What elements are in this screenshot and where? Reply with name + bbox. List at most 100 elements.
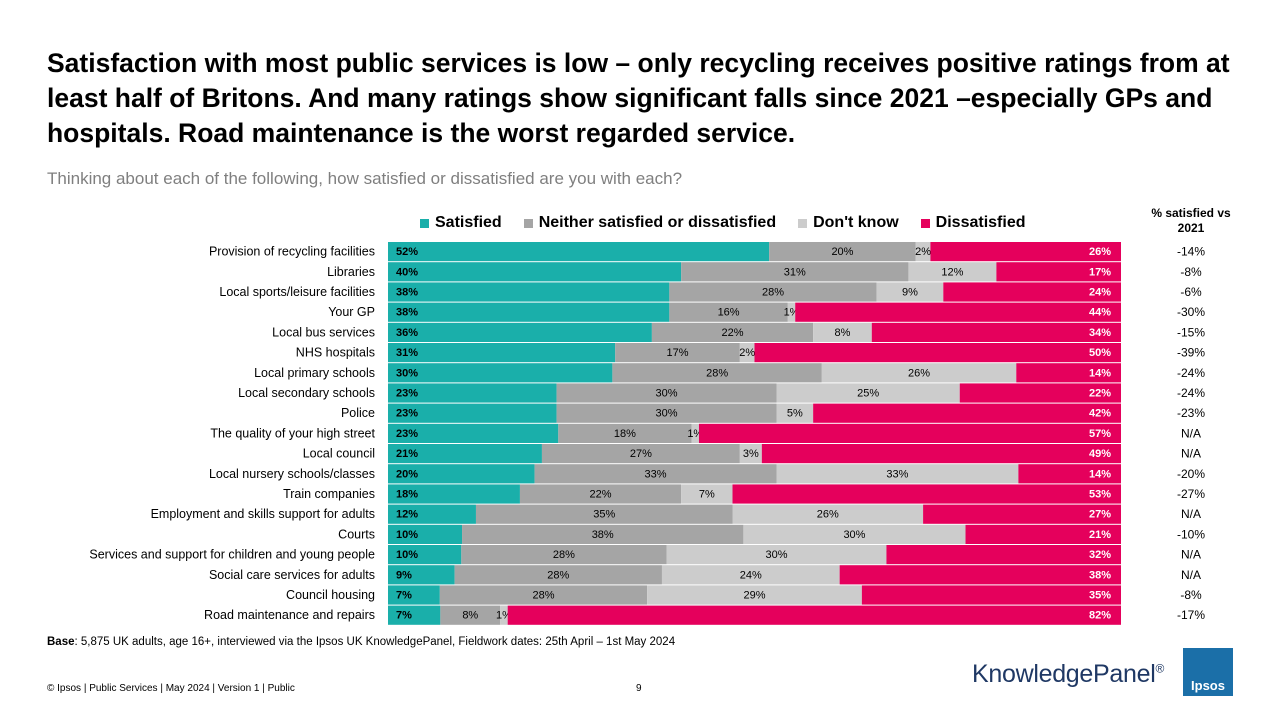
- data-label-13-2: 26%: [817, 509, 839, 521]
- bar-12-1: [519, 484, 682, 504]
- data-label-3-1: 16%: [718, 307, 740, 319]
- base-footnote: Base: 5,875 UK adults, age 16+, intervie…: [47, 636, 675, 648]
- registered-mark: ®: [1155, 661, 1164, 676]
- change-value-9: N/A: [1181, 426, 1201, 440]
- bar-9-1: [558, 423, 692, 443]
- question-subtitle: Thinking about each of the following, ho…: [47, 169, 683, 188]
- bar-16-3: [839, 565, 1121, 585]
- change-value-1: -8%: [1180, 265, 1202, 279]
- data-label-5-0: 31%: [396, 347, 418, 359]
- category-label-6: Local primary schools: [254, 366, 375, 380]
- data-label-1-0: 40%: [396, 266, 418, 278]
- change-value-18: -17%: [1177, 608, 1205, 622]
- category-label-7: Local secondary schools: [238, 386, 375, 400]
- footer-copyright: © Ipsos | Public Services | May 2024 | V…: [47, 683, 295, 694]
- bar-5-0: [388, 343, 616, 363]
- bar-14-3: [965, 524, 1121, 544]
- data-label-2-3: 24%: [1089, 287, 1111, 299]
- bar-1-2: [908, 262, 997, 282]
- bar-0-0: [388, 242, 770, 262]
- data-label-13-3: 27%: [1089, 509, 1111, 521]
- bar-5-1: [615, 343, 740, 363]
- data-label-7-2: 25%: [857, 388, 879, 400]
- data-label-1-1: 31%: [784, 266, 806, 278]
- legend-swatch-0: [420, 218, 429, 228]
- data-label-7-1: 30%: [656, 388, 678, 400]
- data-label-18-3: 82%: [1089, 610, 1111, 622]
- bar-13-2: [732, 504, 924, 524]
- data-label-17-2: 29%: [743, 590, 765, 602]
- legend-label-3: Dissatisfied: [935, 214, 1026, 231]
- data-label-18-0: 7%: [396, 610, 412, 622]
- bar-6-3: [1016, 363, 1121, 383]
- bar-11-2: [776, 464, 1019, 484]
- data-label-13-0: 12%: [396, 509, 418, 521]
- change-value-6: -24%: [1177, 366, 1205, 380]
- data-label-9-1: 18%: [614, 428, 636, 440]
- bar-17-2: [647, 585, 862, 605]
- bar-10-2: [739, 444, 762, 464]
- page-number: 9: [636, 683, 642, 694]
- legend-item-1: Neither satisfied or dissatisfied: [523, 214, 776, 232]
- bar-16-1: [454, 565, 662, 585]
- bar-3-0: [388, 302, 670, 322]
- bar-13-1: [475, 504, 733, 524]
- change-value-3: -30%: [1177, 305, 1205, 319]
- bar-14-0: [388, 524, 463, 544]
- bar-7-3: [959, 383, 1121, 403]
- bar-4-0: [388, 322, 652, 342]
- data-label-7-0: 23%: [396, 388, 418, 400]
- category-label-17: Council housing: [286, 588, 375, 602]
- data-label-14-2: 30%: [843, 529, 865, 541]
- data-label-4-2: 8%: [835, 327, 851, 339]
- category-label-0: Provision of recycling facilities: [209, 245, 375, 259]
- change-value-0: -14%: [1177, 245, 1205, 259]
- bar-2-0: [388, 282, 670, 302]
- category-label-12: Train companies: [283, 487, 375, 501]
- data-label-4-0: 36%: [396, 327, 418, 339]
- data-label-10-1: 27%: [630, 448, 652, 460]
- bar-15-1: [461, 545, 667, 565]
- data-label-8-3: 42%: [1089, 408, 1111, 420]
- category-label-16: Social care services for adults: [209, 568, 375, 582]
- bar-4-3: [871, 322, 1121, 342]
- data-label-11-0: 20%: [396, 468, 418, 480]
- data-label-11-1: 33%: [645, 468, 667, 480]
- data-label-12-3: 53%: [1089, 489, 1111, 501]
- bar-4-1: [651, 322, 814, 342]
- data-label-1-2: 12%: [941, 266, 963, 278]
- bar-18-3: [507, 605, 1121, 625]
- bar-18-2: [500, 605, 508, 625]
- knowledgepanel-logo-text: KnowledgePanel: [972, 660, 1156, 688]
- bar-8-1: [556, 403, 777, 423]
- category-label-5: NHS hospitals: [296, 346, 375, 360]
- bar-1-3: [996, 262, 1121, 282]
- data-label-0-2: 2%: [915, 246, 931, 258]
- data-label-17-1: 28%: [532, 590, 554, 602]
- data-label-2-1: 28%: [762, 287, 784, 299]
- data-label-0-1: 20%: [831, 246, 853, 258]
- bar-6-1: [612, 363, 822, 383]
- legend-label-0: Satisfied: [435, 214, 502, 231]
- bar-17-0: [388, 585, 440, 605]
- data-label-3-0: 38%: [396, 307, 418, 319]
- change-value-13: N/A: [1181, 507, 1201, 521]
- bar-13-3: [923, 504, 1121, 524]
- bar-6-2: [821, 363, 1017, 383]
- ipsos-logo: Ipsos: [1183, 648, 1233, 696]
- data-label-8-2: 5%: [787, 408, 803, 420]
- change-value-10: N/A: [1181, 447, 1201, 461]
- bar-7-2: [776, 383, 960, 403]
- data-label-16-2: 24%: [740, 569, 762, 581]
- bar-0-3: [930, 242, 1121, 262]
- category-label-11: Local nursery schools/classes: [209, 467, 375, 481]
- category-label-15: Services and support for children and yo…: [89, 548, 375, 562]
- data-label-4-1: 22%: [721, 327, 743, 339]
- data-label-12-1: 22%: [590, 489, 612, 501]
- base-text: : 5,875 UK adults, age 16+, interviewed …: [74, 636, 676, 648]
- legend-item-0: Satisfied: [420, 214, 502, 232]
- data-label-15-0: 10%: [396, 549, 418, 561]
- bar-11-3: [1018, 464, 1121, 484]
- page-title: Satisfaction with most public services i…: [47, 48, 1230, 148]
